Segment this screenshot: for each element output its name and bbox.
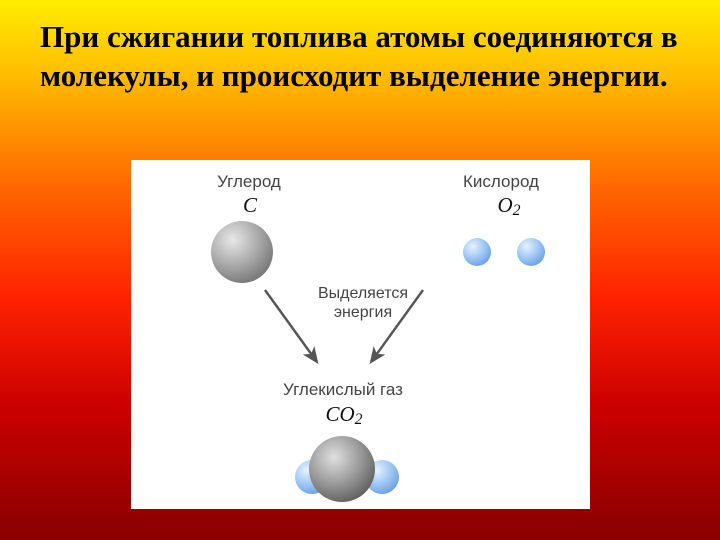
reaction-arrows (131, 160, 590, 509)
page-title: При сжигании топлива атомы соединяются в… (0, 0, 720, 96)
diagram-panel: Углерод Кислород Выделяется энергия Угле… (131, 160, 590, 509)
arrow-left (265, 290, 317, 362)
arrow-right (371, 290, 423, 362)
